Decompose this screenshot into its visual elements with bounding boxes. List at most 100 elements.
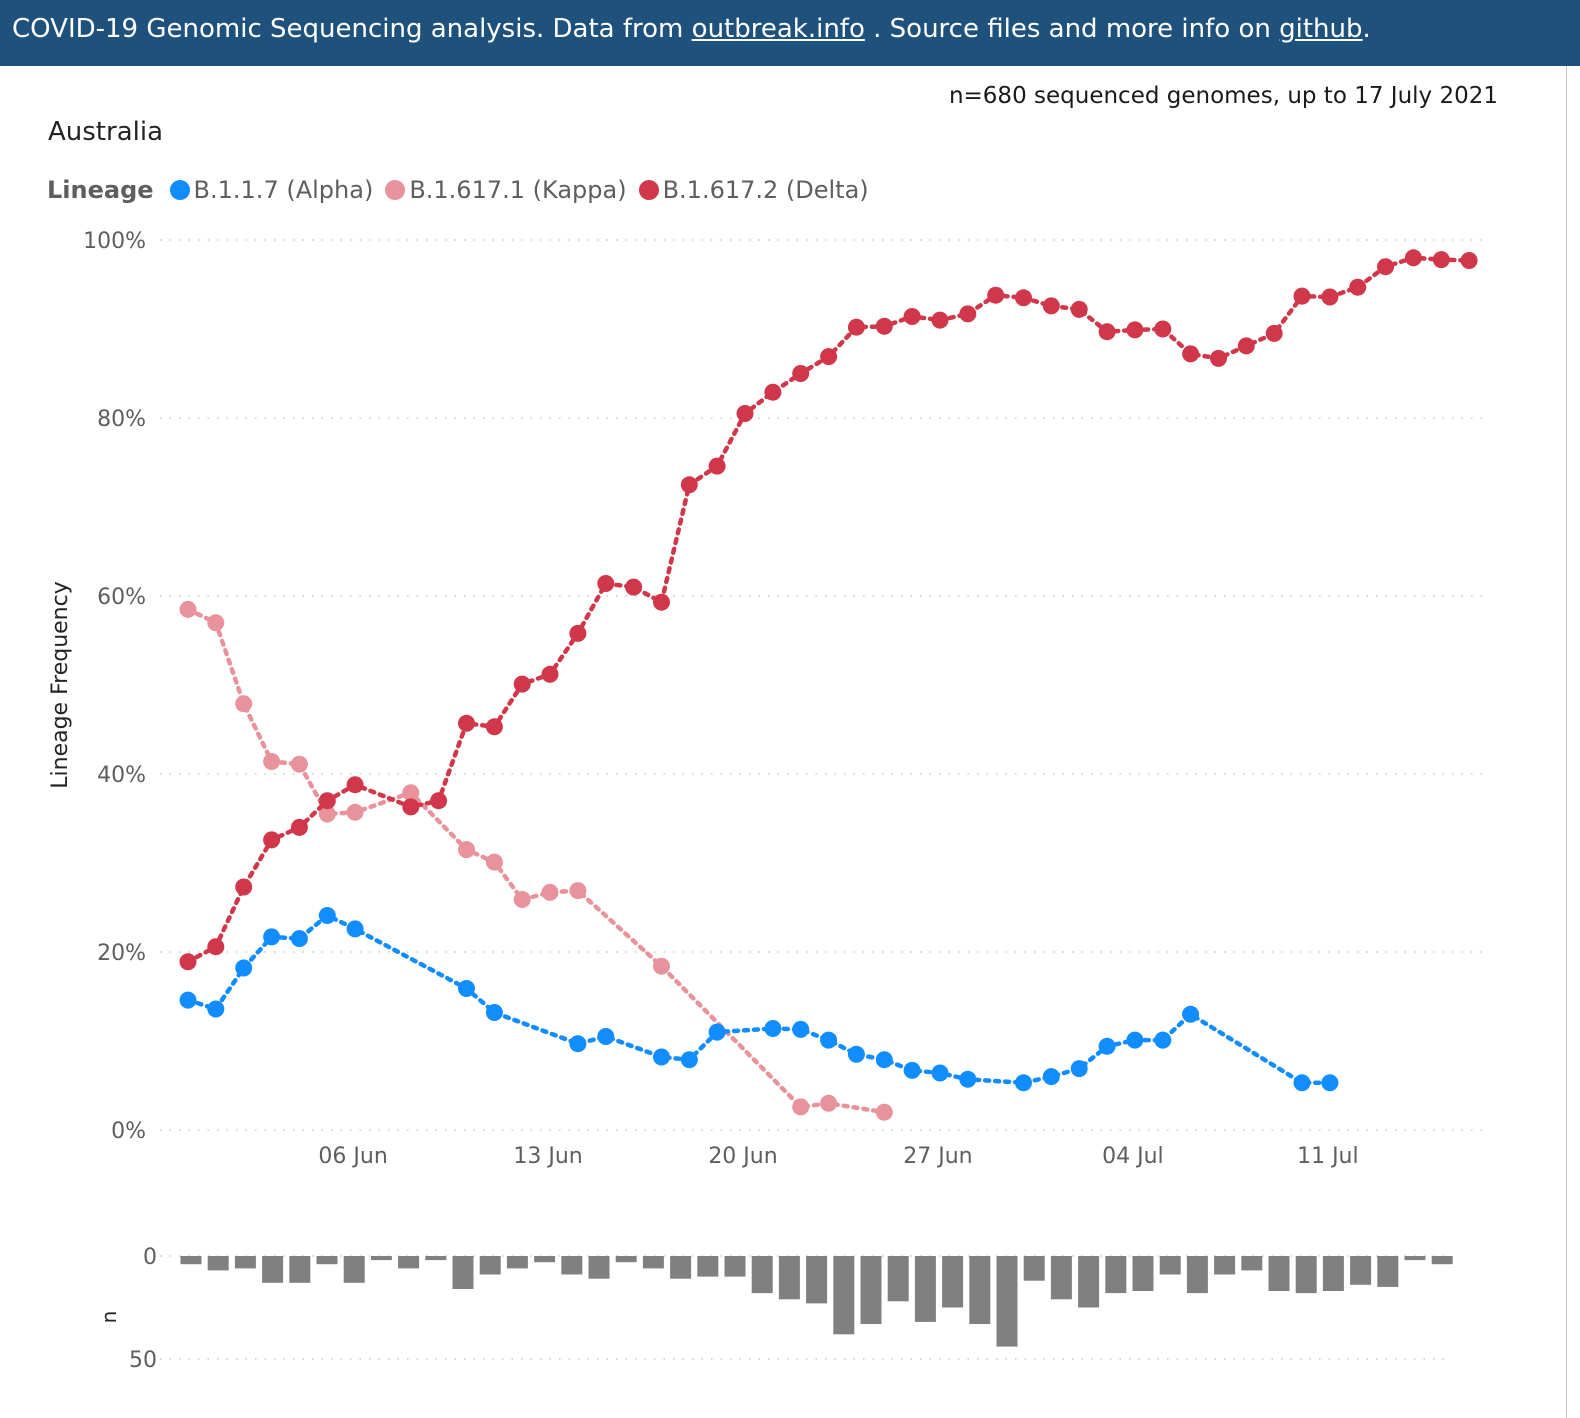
- data-point[interactable]: [1126, 1031, 1144, 1049]
- data-point[interactable]: [1293, 1074, 1311, 1092]
- outbreak-info-link[interactable]: outbreak.info: [691, 14, 865, 44]
- series-layer[interactable]: [179, 249, 1478, 1121]
- count-bar[interactable]: [887, 1256, 909, 1302]
- data-point[interactable]: [1098, 323, 1116, 341]
- data-point[interactable]: [653, 593, 670, 611]
- count-bar[interactable]: [506, 1256, 528, 1269]
- count-bar[interactable]: [1214, 1256, 1236, 1275]
- data-point[interactable]: [235, 878, 253, 896]
- data-point[interactable]: [792, 1098, 810, 1116]
- data-point[interactable]: [458, 980, 475, 997]
- data-point[interactable]: [708, 1023, 726, 1041]
- count-bar[interactable]: [1105, 1256, 1127, 1294]
- count-bar[interactable]: [697, 1256, 719, 1277]
- data-point[interactable]: [820, 1094, 838, 1112]
- count-bar[interactable]: [180, 1256, 202, 1265]
- count-bar[interactable]: [778, 1256, 800, 1300]
- count-bar[interactable]: [1050, 1256, 1072, 1300]
- series-b-1-1-7-alpha-[interactable]: [179, 907, 1339, 1092]
- count-bar[interactable]: [370, 1256, 392, 1261]
- data-point[interactable]: [1015, 1074, 1032, 1092]
- data-point[interactable]: [1321, 288, 1339, 306]
- data-point[interactable]: [1070, 1060, 1088, 1078]
- count-bar[interactable]: [1295, 1256, 1317, 1294]
- data-point[interactable]: [179, 991, 197, 1009]
- data-point[interactable]: [875, 1051, 893, 1069]
- count-bar[interactable]: [1322, 1256, 1344, 1291]
- count-bar[interactable]: [1431, 1256, 1453, 1265]
- data-point[interactable]: [847, 1045, 865, 1063]
- data-point[interactable]: [569, 624, 587, 642]
- sample-count-bars[interactable]: [180, 1256, 1453, 1347]
- data-point[interactable]: [179, 600, 197, 618]
- data-point[interactable]: [764, 383, 782, 401]
- count-bar[interactable]: [1186, 1256, 1208, 1294]
- data-point[interactable]: [847, 318, 865, 336]
- data-point[interactable]: [1293, 287, 1311, 305]
- count-bar[interactable]: [479, 1256, 501, 1275]
- data-point[interactable]: [1042, 297, 1060, 315]
- count-bar[interactable]: [1241, 1256, 1263, 1271]
- data-point[interactable]: [290, 755, 308, 773]
- data-point[interactable]: [541, 665, 559, 683]
- count-bar[interactable]: [833, 1256, 855, 1335]
- count-bar[interactable]: [425, 1256, 447, 1261]
- legend-item-delta[interactable]: B.1.617.2 (Delta): [638, 176, 869, 204]
- data-point[interactable]: [1404, 249, 1422, 267]
- data-point[interactable]: [792, 1020, 810, 1038]
- data-point[interactable]: [485, 853, 503, 871]
- data-point[interactable]: [430, 792, 448, 810]
- data-point[interactable]: [1182, 345, 1200, 363]
- count-bar[interactable]: [724, 1256, 746, 1277]
- data-point[interactable]: [1182, 1005, 1200, 1023]
- data-point[interactable]: [959, 305, 977, 323]
- data-point[interactable]: [736, 405, 754, 422]
- data-point[interactable]: [931, 1064, 949, 1082]
- count-bar[interactable]: [860, 1256, 882, 1324]
- data-point[interactable]: [1265, 324, 1283, 342]
- data-point[interactable]: [346, 920, 364, 938]
- data-point[interactable]: [820, 1031, 838, 1049]
- data-point[interactable]: [903, 1061, 921, 1079]
- count-bar[interactable]: [642, 1256, 664, 1269]
- data-point[interactable]: [513, 675, 531, 693]
- data-point[interactable]: [235, 959, 253, 977]
- data-point[interactable]: [485, 718, 503, 736]
- count-bar[interactable]: [806, 1256, 828, 1304]
- data-point[interactable]: [458, 841, 475, 859]
- data-point[interactable]: [458, 714, 475, 732]
- data-point[interactable]: [680, 1051, 698, 1069]
- data-point[interactable]: [569, 882, 587, 900]
- data-point[interactable]: [318, 805, 336, 823]
- count-bar[interactable]: [561, 1256, 583, 1275]
- data-point[interactable]: [1154, 1031, 1172, 1049]
- data-point[interactable]: [541, 883, 559, 901]
- data-point[interactable]: [263, 831, 281, 849]
- count-bar[interactable]: [670, 1256, 692, 1279]
- data-point[interactable]: [597, 1028, 615, 1045]
- count-bar[interactable]: [452, 1256, 474, 1289]
- data-point[interactable]: [207, 938, 225, 956]
- data-point[interactable]: [290, 818, 308, 836]
- count-bar[interactable]: [234, 1256, 256, 1269]
- count-bar[interactable]: [1159, 1256, 1181, 1275]
- data-point[interactable]: [1321, 1074, 1339, 1092]
- count-bar[interactable]: [1023, 1256, 1045, 1281]
- legend-item-alpha[interactable]: B.1.1.7 (Alpha): [169, 176, 373, 204]
- count-bar[interactable]: [588, 1256, 610, 1279]
- github-link[interactable]: github: [1279, 14, 1363, 44]
- series-b-1-617-2-delta-[interactable]: [179, 249, 1478, 971]
- data-point[interactable]: [235, 695, 253, 713]
- count-bar[interactable]: [262, 1256, 284, 1283]
- data-point[interactable]: [1349, 278, 1367, 296]
- count-bar[interactable]: [751, 1256, 773, 1294]
- data-point[interactable]: [1460, 252, 1478, 269]
- data-point[interactable]: [1154, 320, 1172, 338]
- data-point[interactable]: [931, 311, 949, 329]
- legend-item-kappa[interactable]: B.1.617.1 (Kappa): [385, 176, 627, 204]
- data-point[interactable]: [263, 928, 281, 946]
- data-point[interactable]: [625, 578, 643, 596]
- count-bar[interactable]: [942, 1256, 964, 1308]
- count-bar[interactable]: [1268, 1256, 1290, 1291]
- data-point[interactable]: [597, 575, 615, 592]
